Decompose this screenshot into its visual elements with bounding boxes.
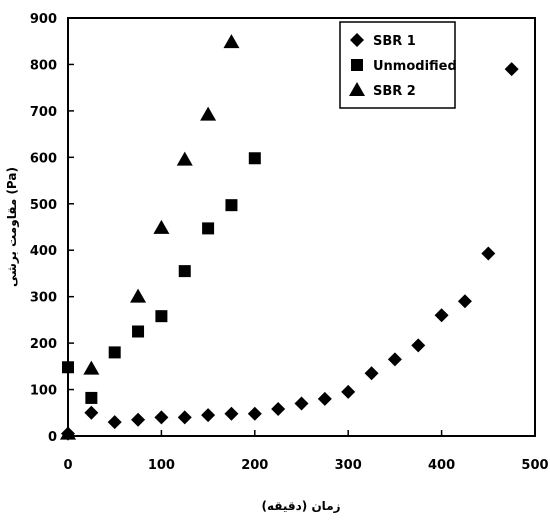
y-tick-label: 500 bbox=[30, 198, 57, 213]
unmodified-point bbox=[178, 265, 191, 278]
sbr-1-point bbox=[411, 338, 426, 353]
sbr-2-point bbox=[176, 151, 193, 166]
sbr-1-point bbox=[481, 246, 496, 261]
x-tick-label: 0 bbox=[63, 458, 72, 473]
y-tick-label: 600 bbox=[30, 151, 57, 166]
sbr-2-point bbox=[223, 34, 240, 49]
plot-frame bbox=[67, 17, 536, 437]
sbr-1-point bbox=[317, 391, 332, 406]
y-tick-label: 800 bbox=[30, 58, 57, 73]
y-tick-label: 400 bbox=[30, 244, 57, 259]
legend-unmodified-label: Unmodified bbox=[373, 59, 457, 74]
y-tick-label: 200 bbox=[30, 337, 57, 352]
y-tick-label: 300 bbox=[30, 291, 57, 306]
sbr-2-point bbox=[83, 360, 100, 375]
sbr-1-point bbox=[154, 410, 169, 425]
x-axis-ticks: 0 100 200 300 400 500 bbox=[63, 430, 549, 473]
sbr-1-point bbox=[201, 408, 216, 423]
sbr-1-point bbox=[364, 366, 379, 381]
unmodified-point bbox=[155, 310, 168, 323]
y-axis-ticks: 0 100 200 300 400 500 600 700 800 900 bbox=[30, 12, 74, 445]
x-tick-label: 300 bbox=[335, 458, 362, 473]
legend-unmodified-marker bbox=[351, 59, 363, 71]
unmodified-point bbox=[85, 391, 98, 404]
legend-sbr-1-label: SBR 1 bbox=[373, 34, 416, 49]
x-tick-label: 100 bbox=[148, 458, 175, 473]
x-tick-label: 400 bbox=[428, 458, 455, 473]
sbr-1-point bbox=[434, 308, 449, 323]
sbr-1-point bbox=[84, 405, 99, 420]
unmodified-point bbox=[202, 222, 215, 235]
data-points bbox=[60, 34, 519, 441]
legend-sbr-1-marker bbox=[350, 33, 364, 47]
y-tick-label: 100 bbox=[30, 384, 57, 399]
x-axis-label: زمان (دقیقه) bbox=[261, 499, 340, 513]
sbr-1-point bbox=[504, 62, 519, 77]
y-tick-label: 0 bbox=[48, 430, 57, 445]
sbr-2-point bbox=[153, 219, 170, 234]
sbr-2-point bbox=[60, 425, 76, 440]
unmodified-point bbox=[132, 325, 145, 338]
sbr-1-point bbox=[247, 406, 262, 421]
unmodified-point bbox=[248, 152, 261, 165]
sbr-1-point bbox=[131, 412, 146, 427]
x-tick-label: 200 bbox=[241, 458, 268, 473]
sbr-1-point bbox=[271, 402, 286, 417]
unmodified-point bbox=[62, 361, 74, 374]
y-tick-label: 700 bbox=[30, 105, 57, 120]
y-axis-label: مقاومت برشی (Pa) bbox=[5, 167, 20, 287]
sbr-1-point bbox=[177, 410, 192, 425]
sbr-1-point bbox=[294, 396, 309, 411]
sbr-2-point bbox=[200, 106, 217, 121]
sbr-1-point bbox=[107, 415, 122, 430]
y-tick-label: 900 bbox=[30, 12, 57, 27]
legend-items: SBR 1 Unmodified SBR 2 bbox=[349, 33, 457, 99]
sbr-1-point bbox=[341, 384, 356, 399]
sbr-1-point bbox=[387, 352, 402, 367]
unmodified-point bbox=[225, 199, 238, 212]
legend-sbr-2-label: SBR 2 bbox=[373, 84, 416, 99]
sbr-2-point bbox=[130, 288, 147, 303]
legend: SBR 1 Unmodified SBR 2 bbox=[339, 21, 457, 109]
legend-sbr-2-marker bbox=[349, 82, 365, 96]
x-tick-label: 500 bbox=[521, 458, 548, 473]
sbr-1-point bbox=[224, 406, 239, 421]
unmodified-point bbox=[108, 346, 121, 359]
sbr-1-point bbox=[457, 294, 472, 309]
